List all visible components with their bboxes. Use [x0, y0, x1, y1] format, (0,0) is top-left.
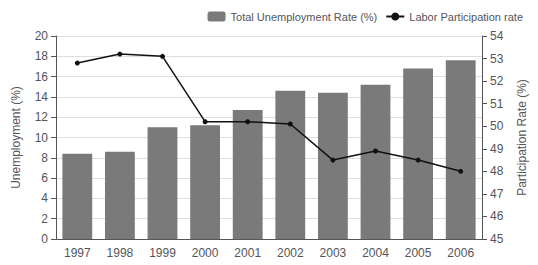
svg-text:6: 6 [41, 171, 48, 185]
svg-text:53: 53 [490, 52, 504, 66]
svg-text:48: 48 [490, 164, 504, 178]
svg-text:16: 16 [35, 70, 49, 84]
svg-text:50: 50 [490, 119, 504, 133]
svg-text:2: 2 [41, 212, 48, 226]
svg-text:0: 0 [41, 232, 48, 246]
svg-text:Total Unemployment Rate (%): Total Unemployment Rate (%) [231, 11, 378, 23]
svg-text:Labor Participation rate: Labor Participation rate [409, 11, 523, 23]
svg-text:2005: 2005 [405, 246, 432, 260]
svg-text:54: 54 [490, 29, 504, 43]
svg-text:46: 46 [490, 209, 504, 223]
svg-text:52: 52 [490, 74, 504, 88]
svg-text:2003: 2003 [320, 246, 347, 260]
svg-text:20: 20 [35, 29, 49, 43]
svg-text:1997: 1997 [64, 246, 91, 260]
svg-text:4: 4 [41, 191, 48, 205]
svg-text:49: 49 [490, 142, 504, 156]
svg-text:Participation Rate (%): Participation Rate (%) [515, 79, 529, 196]
svg-text:2001: 2001 [234, 246, 261, 260]
svg-text:47: 47 [490, 187, 504, 201]
svg-text:2006: 2006 [447, 246, 474, 260]
svg-text:12: 12 [35, 110, 49, 124]
svg-text:2002: 2002 [277, 246, 304, 260]
svg-text:45: 45 [490, 232, 504, 246]
svg-text:10: 10 [35, 131, 49, 145]
svg-text:14: 14 [35, 90, 49, 104]
svg-text:18: 18 [35, 49, 49, 63]
svg-text:2004: 2004 [362, 246, 389, 260]
svg-text:1998: 1998 [107, 246, 134, 260]
svg-text:8: 8 [41, 151, 48, 165]
svg-text:2000: 2000 [192, 246, 219, 260]
svg-text:51: 51 [490, 97, 504, 111]
svg-text:Unemployment (%): Unemployment (%) [9, 86, 23, 189]
svg-text:1999: 1999 [149, 246, 176, 260]
